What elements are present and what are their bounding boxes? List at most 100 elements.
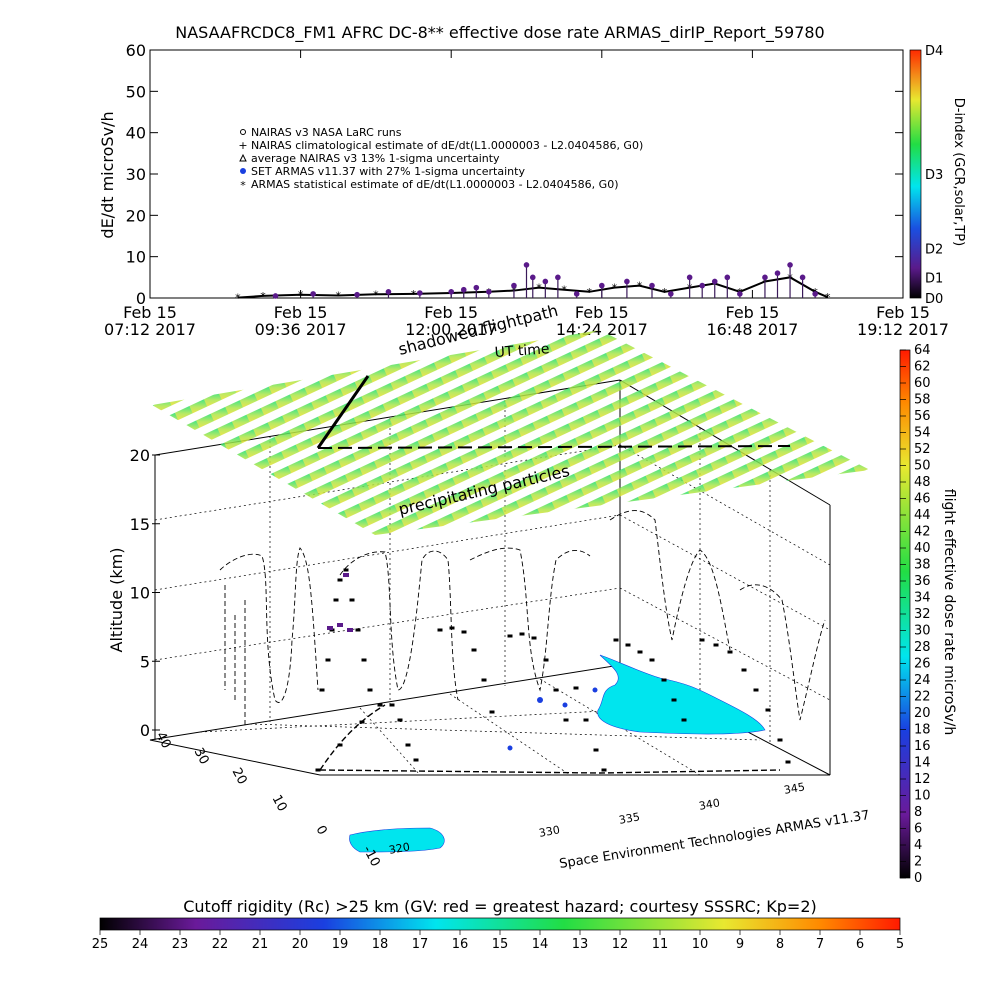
- legend-item: NAIRAS v3 NASA LaRC runs: [240, 126, 402, 139]
- dose-rate-tick-label: 50: [914, 459, 931, 474]
- set-series-point: [699, 282, 705, 289]
- set-series-point: [272, 293, 279, 299]
- dose-rate-colorbar-label: flight effective dose rate microSv/h: [941, 489, 957, 735]
- set-series-point: [542, 278, 549, 285]
- dose-rate-tick-label: 20: [914, 706, 931, 721]
- chart-title: NASAAFRCDC8_FM1 AFRC DC-8** effective do…: [175, 23, 824, 43]
- dose-rate-tick-label: 40: [914, 541, 931, 556]
- legend-label: average NAIRAS v3 13% 1-sigma uncertaint…: [251, 152, 500, 165]
- longitude-tick-label: 330: [538, 823, 561, 839]
- cutoff-rigidity-colorbar: [99, 917, 901, 931]
- dose-rate-tick-label: 0: [914, 871, 922, 886]
- cutoff-rigidity-colorbar-group: Cutoff rigidity (Rc) >25 km (GV: red = g…: [92, 897, 904, 952]
- set-series-point: [448, 289, 455, 295]
- set-series-point: [668, 291, 674, 297]
- flight-track-point: [543, 658, 549, 662]
- legend-symbol-diamond: [240, 129, 246, 135]
- dose-rate-tick-label: 44: [914, 508, 931, 523]
- altitude-tick-label: 10: [130, 584, 150, 603]
- stat-series-point: *: [825, 291, 831, 304]
- d-index-tick-label: D1: [925, 271, 943, 286]
- dose-rate-tick-label: 14: [914, 756, 931, 771]
- latitude-tick-label: 30: [191, 746, 212, 768]
- flight-track-point: [333, 598, 339, 602]
- legend-label: ARMAS statistical estimate of dE/dt(L1.0…: [251, 178, 618, 191]
- top-xtick-date: Feb 15: [575, 303, 629, 322]
- cutoff-rigidity-tick-label: 19: [332, 937, 349, 952]
- legend-label: SET ARMAS v11.37 with 27% 1-sigma uncert…: [251, 165, 525, 178]
- set-series-point: [624, 278, 630, 285]
- top-ylabel: dE/dt microSv/h: [98, 111, 117, 238]
- dose-rate-tick-label: 58: [914, 393, 931, 408]
- latitude-tick-label: 10: [269, 793, 290, 815]
- top-y-axis: 0 10 20 30 40 50 60: [126, 41, 903, 308]
- cutoff-rigidity-label: Cutoff rigidity (Rc) >25 km (GV: red = g…: [183, 897, 817, 916]
- cutoff-rigidity-tick-label: 23: [172, 937, 189, 952]
- cutoff-rigidity-tick-label: 13: [572, 937, 589, 952]
- cutoff-rigidity-tick-label: 14: [532, 937, 549, 952]
- top-ytick-label: 20: [126, 206, 146, 225]
- dose-rate-tick-label: 42: [914, 525, 931, 540]
- cutoff-rigidity-tick-label: 21: [252, 937, 269, 952]
- cutoff-rigidity-ticks: 25 24 23 22 21 20 19 18 17 16 15 14 13 12 11 10 9 8 7 6 5: [92, 930, 904, 952]
- stat-series-point: *: [637, 280, 643, 293]
- flight-track-point: [625, 643, 631, 647]
- longitude-tick-label: 335: [618, 810, 641, 826]
- top-xtick-date: Feb 15: [876, 303, 930, 322]
- longitude-tick-label: 340: [698, 796, 721, 812]
- flight-track-point: [613, 638, 619, 642]
- latitude-tick-label: 40: [153, 730, 174, 752]
- altitude-label: Altitude (km): [107, 548, 126, 653]
- dose-rate-tick-label: 12: [914, 772, 931, 787]
- dose-rate-tick-label: 4: [914, 838, 922, 853]
- latitude-tick-label: 20: [229, 766, 250, 788]
- legend-label: NAIRAS v3 NASA LaRC runs: [251, 126, 402, 139]
- flight-track-point: [727, 650, 733, 654]
- flight-track-point-elevated: [337, 623, 343, 627]
- stat-series-point: *: [235, 292, 241, 305]
- altitude-axis: 0 5 10 15 20: [130, 446, 160, 740]
- flight-track-point: [661, 678, 667, 682]
- dose-rate-tick-label: 30: [914, 624, 931, 639]
- flight-track-point: [325, 658, 331, 662]
- cutoff-rigidity-tick-label: 5: [896, 937, 904, 952]
- flight-track-point: [337, 743, 343, 747]
- legend-symbol-dot: [240, 168, 246, 174]
- precipitating-particles-sheet: [152, 330, 870, 535]
- flight-track-point: [397, 718, 403, 722]
- top-ytick-label: 30: [126, 165, 146, 184]
- flight-track: [315, 568, 791, 772]
- latitude-tick-label: 0: [313, 823, 330, 837]
- set-series-point: [573, 291, 580, 297]
- stat-series-point: *: [260, 290, 266, 303]
- flight-track-point: [553, 688, 559, 692]
- dose-rate-tick-label: 34: [914, 591, 931, 606]
- cutoff-rigidity-tick-label: 9: [736, 937, 744, 952]
- shadowed-flightpath-floor: [319, 704, 781, 774]
- flight-track-point: [413, 758, 419, 762]
- flight-track-point: [681, 718, 687, 722]
- cutoff-rigidity-tick-label: 15: [492, 937, 509, 952]
- dose-rate-tick-label: 28: [914, 640, 931, 655]
- set-series-point: [762, 274, 768, 281]
- top-xtick-date: Feb 15: [726, 303, 780, 322]
- cutoff-rigidity-tick-label: 10: [692, 937, 709, 952]
- top-xtick-time: 19:12 2017: [857, 320, 949, 339]
- cutoff-rigidity-tick-label: 8: [776, 937, 784, 952]
- flight-track-point-elevated: [343, 573, 349, 577]
- dose-rate-tick-label: 24: [914, 673, 931, 688]
- dose-rate-tick-label: 36: [914, 574, 931, 589]
- dose-rate-tick-label: 2: [914, 855, 922, 870]
- legend-item: + NAIRAS climatological estimate of dE/dt…: [238, 139, 643, 152]
- set-series-point: [460, 286, 467, 293]
- dose-rate-tick-label: 6: [914, 822, 922, 837]
- flight-track-point: [649, 658, 655, 662]
- flight-track-point: [315, 768, 321, 772]
- d-index-colorbar: [909, 49, 922, 299]
- flight-track-point: [361, 658, 367, 662]
- cutoff-rigidity-patches: [349, 654, 766, 853]
- top-xtick-time: 09:36 2017: [255, 320, 347, 339]
- stat-series-point: *: [411, 288, 417, 301]
